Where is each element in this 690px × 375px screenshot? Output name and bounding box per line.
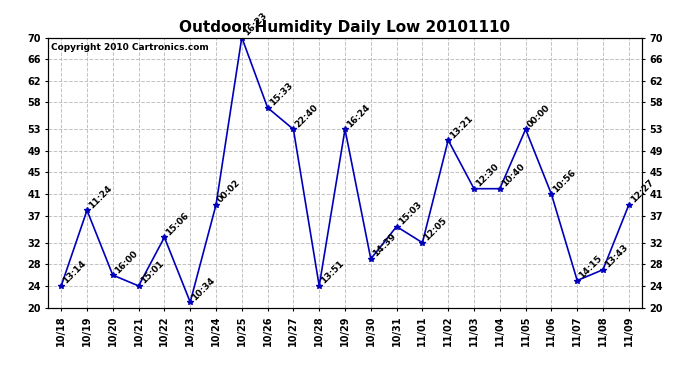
Text: 15:01: 15:01: [139, 260, 165, 286]
Text: 13:14: 13:14: [61, 259, 88, 286]
Text: 10:34: 10:34: [190, 276, 217, 302]
Text: Copyright 2010 Cartronics.com: Copyright 2010 Cartronics.com: [51, 43, 209, 52]
Text: 14:39: 14:39: [371, 232, 397, 259]
Text: 12:05: 12:05: [422, 216, 449, 243]
Text: 12:30: 12:30: [474, 162, 500, 189]
Text: 15:33: 15:33: [268, 81, 294, 108]
Text: 10:40: 10:40: [500, 162, 526, 189]
Text: 15:03: 15:03: [397, 200, 423, 226]
Text: 13:43: 13:43: [603, 243, 630, 270]
Text: 16:00: 16:00: [112, 249, 139, 275]
Text: 13:51: 13:51: [319, 259, 346, 286]
Text: 00:02: 00:02: [216, 178, 242, 205]
Text: 15:06: 15:06: [164, 211, 191, 237]
Title: Outdoor Humidity Daily Low 20101110: Outdoor Humidity Daily Low 20101110: [179, 20, 511, 35]
Text: 13:21: 13:21: [448, 114, 475, 140]
Text: 00:00: 00:00: [526, 103, 552, 129]
Text: 14:15: 14:15: [578, 254, 604, 280]
Text: 16:23: 16:23: [241, 11, 268, 38]
Text: 22:40: 22:40: [293, 103, 320, 129]
Text: 10:56: 10:56: [551, 168, 578, 194]
Text: 11:24: 11:24: [87, 184, 114, 210]
Text: 16:24: 16:24: [345, 103, 372, 129]
Text: 12:27: 12:27: [629, 178, 656, 205]
